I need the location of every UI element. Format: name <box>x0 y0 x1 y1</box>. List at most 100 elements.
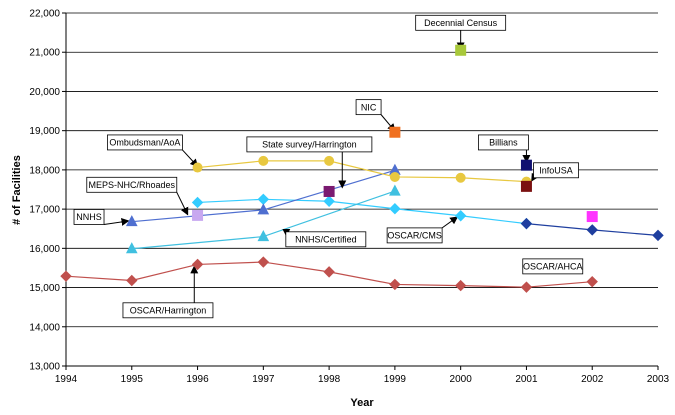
point-nnhs-certified <box>125 242 138 254</box>
annotation-arrow <box>176 192 189 216</box>
y-tick-label: 21,000 <box>29 48 60 59</box>
annotation-arrow <box>531 172 539 182</box>
point-ombudsman-aoa <box>258 155 269 166</box>
y-tick-label: 18,000 <box>29 165 60 176</box>
y-tick-label: 17,000 <box>29 205 60 216</box>
point-oscar-harrington <box>126 274 138 287</box>
series-line-ombudsman-aoa <box>197 160 527 183</box>
point-oscar-ahca <box>520 217 533 230</box>
point-oscar-cms <box>191 196 204 209</box>
y-tick-label: 16,000 <box>29 244 60 255</box>
annotation-box <box>107 134 183 151</box>
point-oscar-cms <box>389 203 401 215</box>
annotation-arrow <box>441 216 459 229</box>
y-tick-label: 14,000 <box>29 322 60 333</box>
point-unlabeled-2002-point <box>586 211 598 223</box>
point-billians <box>520 159 532 171</box>
x-axis-title: Year <box>350 397 374 409</box>
point-decennial-census <box>455 44 467 56</box>
annotation-billians: Billians <box>478 134 529 151</box>
annotation-label: InfoUSA <box>539 165 573 175</box>
point-oscar-harrington <box>60 270 72 282</box>
annotation-box <box>533 162 579 179</box>
point-oscar-cms <box>454 210 467 222</box>
annotation-box <box>86 176 178 193</box>
point-oscar-harrington <box>454 279 467 292</box>
annotation-nnhs: NNHS <box>73 209 105 225</box>
annotation-meps-nhc-rhoades: MEPS-NHC/Rhoades <box>86 176 178 193</box>
y-tick-label: 22,000 <box>29 9 60 20</box>
annotation-box <box>478 134 529 151</box>
x-tick-label: 1997 <box>252 374 275 385</box>
y-tick-label: 20,000 <box>29 87 60 98</box>
point-oscar-ahca <box>586 224 598 236</box>
point-oscar-ahca <box>652 229 664 242</box>
annotation-oscar-ahca: OSCAR/AHCA <box>522 258 584 275</box>
y-tick-label: 13,000 <box>29 362 60 373</box>
point-infousa <box>520 180 532 192</box>
annotation-arrow <box>103 217 130 226</box>
annotation-label: NIC <box>361 102 377 112</box>
annotation-box <box>355 99 382 116</box>
annotation-oscar-harrington: OSCAR/Harrington <box>122 302 214 319</box>
annotation-box <box>522 258 584 275</box>
tick-labels: 13,000 14,000 15,000 16,000 17,000 18,000 19,0… <box>29 9 669 386</box>
series-markers <box>60 44 664 293</box>
x-tick-label: 2001 <box>515 374 538 385</box>
annotation-label: Billians <box>489 138 518 148</box>
annotation-box <box>285 231 367 248</box>
annotations: Decennial Census NIC Ombudsman/AoA State su… <box>73 14 584 319</box>
annotation-label: Decennial Census <box>424 18 498 28</box>
y-tick-label: 15,000 <box>29 283 60 294</box>
annotation-label: OSCAR/AHCA <box>523 262 583 272</box>
point-ombudsman-aoa <box>324 155 335 166</box>
annotation-box <box>122 302 214 319</box>
annotation-label: MEPS-NHC/Rhoades <box>89 180 176 190</box>
annotation-label: OSCAR/Harrington <box>130 306 207 316</box>
point-oscar-harrington <box>257 256 270 268</box>
x-tick-label: 1999 <box>384 374 407 385</box>
annotation-box <box>246 136 373 153</box>
point-meps-nhc-rhoades <box>192 209 204 221</box>
axes <box>65 13 658 367</box>
point-oscar-cms <box>257 193 270 206</box>
annotation-box <box>415 14 507 31</box>
x-tick-label: 1996 <box>186 374 209 385</box>
point-nnhs-certified <box>389 184 401 196</box>
y-tick-label: 19,000 <box>29 126 60 137</box>
point-nnhs <box>257 203 270 215</box>
point-oscar-cms <box>323 195 335 207</box>
annotation-label: OSCAR/CMS <box>387 231 442 241</box>
annotation-decennial-census: Decennial Census <box>415 14 507 31</box>
x-tick-label: 2002 <box>581 374 604 385</box>
annotation-label: NNHS/Certified <box>295 235 357 245</box>
annotation-nic: NIC <box>355 99 382 116</box>
annotation-infousa: InfoUSA <box>533 162 579 179</box>
annotation-state-survey-harrington: State survey/Harrington <box>246 136 373 153</box>
x-tick-label: 2003 <box>647 374 670 385</box>
annotation-label: State survey/Harrington <box>262 140 357 150</box>
point-oscar-harrington <box>520 281 533 293</box>
point-state-survey-harrington <box>323 185 335 197</box>
annotation-label: NNHS <box>76 212 102 222</box>
point-nic <box>389 126 401 138</box>
annotation-ombudsman-aoa: Ombudsman/AoA <box>107 134 183 151</box>
point-oscar-harrington <box>323 266 335 278</box>
point-oscar-harrington <box>191 258 204 271</box>
point-nnhs-certified <box>257 229 270 242</box>
x-tick-label: 1998 <box>318 374 341 385</box>
y-axis-title: # of Facilities <box>11 155 23 225</box>
point-oscar-harrington <box>389 278 401 291</box>
annotation-box <box>386 227 443 244</box>
point-ombudsman-aoa <box>389 171 400 182</box>
point-nnhs <box>125 215 138 227</box>
point-ombudsman-aoa <box>455 172 466 183</box>
x-tick-label: 1994 <box>55 374 78 385</box>
x-tick-label: 1995 <box>121 374 144 385</box>
point-ombudsman-aoa <box>192 162 203 173</box>
annotation-label: Ombudsman/AoA <box>109 138 180 148</box>
x-tick-label: 2000 <box>450 374 473 385</box>
point-oscar-harrington <box>586 275 598 288</box>
series-line-oscar-cms <box>197 198 527 225</box>
